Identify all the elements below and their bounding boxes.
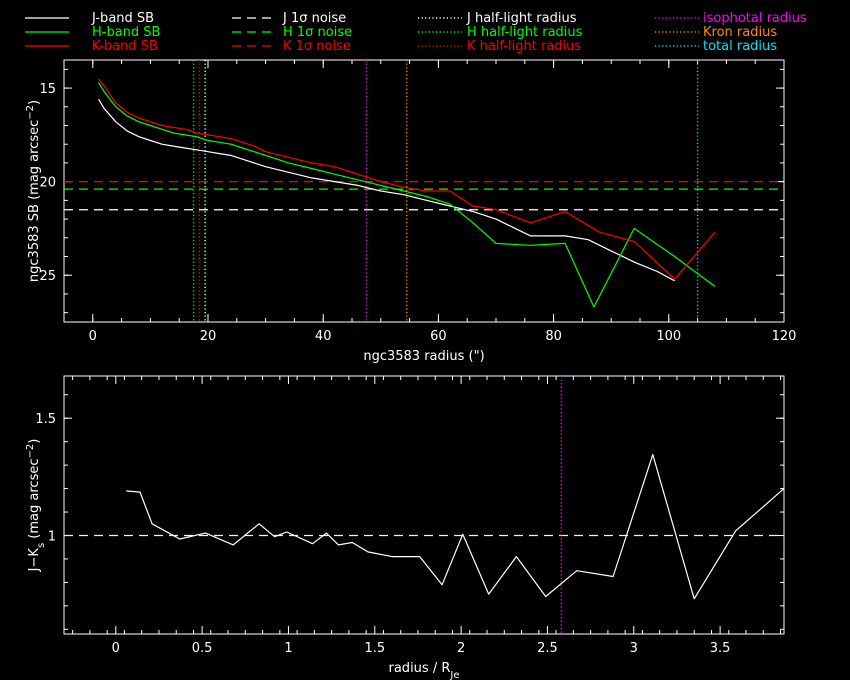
legend-label: K-band SB [92,39,158,54]
legend-label: H-band SB [92,25,160,40]
plot-frame [63,375,785,635]
y-axis-label: J−Ks (mag arcsec−2) [25,439,47,573]
x-tick-label: 120 [772,329,797,344]
legend-label: H 1σ noise [283,25,352,40]
ticks: 0 0.5 1 1.5 2 2.5 3 3.5 1 1.5 [35,376,784,656]
x-tick-label: 100 [656,329,681,344]
x-tick-label: 2.5 [537,641,558,656]
legend-item-kron-radius: Kron radius [655,25,777,40]
series-j-band-sb [98,98,675,282]
series-k-band-sb [98,78,716,280]
x-tick-label: 3.5 [710,641,731,656]
x-axis-label: radius / RJe [389,661,460,680]
x-tick-label: 0.5 [192,641,213,656]
legend-item-h-band-sb: H-band SB [25,25,160,40]
x-tick-label: 40 [315,329,332,344]
ticks: 0 20 40 60 80 100 120 15 20 25 [39,60,796,344]
legend-label: Kron radius [703,25,777,40]
x-axis-label: ngc3583 radius (") [363,349,484,364]
legend-label: J half-light radius [466,11,577,26]
legend-label: J-band SB [91,11,154,26]
y-tick-label: 1 [48,529,56,544]
legend-item-k-half-light-radius: K half-light radius [418,39,581,54]
legend-item-k-band-sb: K-band SB [25,39,158,54]
y-tick-label: 20 [39,176,56,191]
legend-item-k-1-noise: K 1σ noise [232,39,351,54]
legend-item-h-1-noise: H 1σ noise [232,25,352,40]
legend-item-j-1-noise: J 1σ noise [232,11,346,26]
x-tick-label: 0 [112,641,120,656]
series-j-ks [126,454,784,600]
x-tick-label: 1.5 [364,641,385,656]
y-tick-label: 15 [39,82,56,97]
x-tick-label: 2 [457,641,465,656]
x-tick-label: 60 [430,329,447,344]
x-tick-label: 1 [284,641,292,656]
y-axis-label: ngc3583 SB (mag arcsec−2) [25,100,43,282]
legend-label: H half-light radius [467,25,583,40]
legend-label: J 1σ noise [282,11,346,26]
x-tick-label: 20 [200,329,217,344]
legend-label: K half-light radius [467,39,581,54]
color-profile-panel: 0 0.5 1 1.5 2 2.5 3 3.5 1 1.5 radius / RJe J−Ks (ma… [25,375,785,680]
legend-label: total radius [703,39,777,54]
legend-item-h-half-light-radius: H half-light radius [418,25,583,40]
x-tick-label: 80 [545,329,562,344]
series-h-band-sb [98,82,716,308]
plot-frame [63,59,785,323]
legend-item-j-half-light-radius: J half-light radius [418,11,577,26]
legend-item-total-radius: total radius [655,39,777,54]
y-tick-label: 1.5 [35,412,56,427]
legend-label: isophotal radius [703,11,807,26]
legend-label: K 1σ noise [283,39,351,54]
surface-brightness-panel: 0 20 40 60 80 100 120 15 20 25 ngc3583 radius (") n… [25,59,796,364]
y-tick-label: 25 [39,269,56,284]
x-tick-label: 3 [630,641,638,656]
x-tick-label: 0 [89,329,97,344]
legend-item-j-band-sb: J-band SB [25,11,154,26]
legend-item-isophotal-radius: isophotal radius [655,11,807,26]
